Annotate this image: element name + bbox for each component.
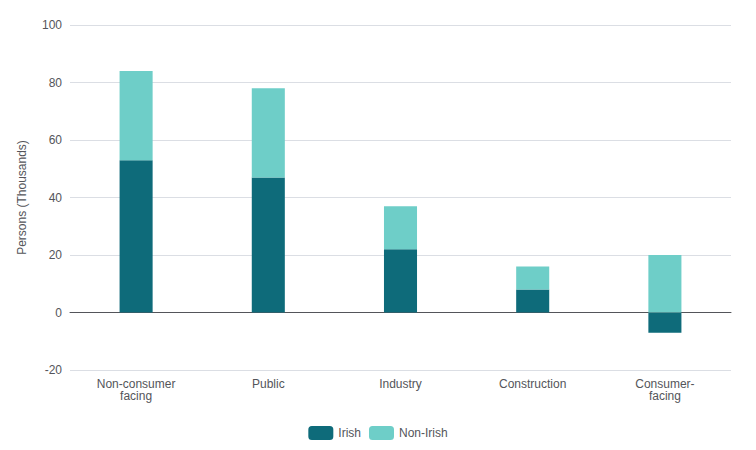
svg-text:Persons (Thousands): Persons (Thousands) — [15, 140, 29, 255]
svg-text:facing: facing — [120, 389, 152, 403]
svg-text:Industry: Industry — [379, 377, 422, 391]
svg-text:facing: facing — [649, 389, 681, 403]
svg-text:20: 20 — [49, 248, 63, 262]
svg-text:40: 40 — [49, 191, 63, 205]
svg-text:0: 0 — [55, 306, 62, 320]
svg-text:100: 100 — [42, 18, 62, 32]
svg-text:Irish: Irish — [338, 426, 361, 440]
svg-text:Consumer-: Consumer- — [635, 377, 695, 391]
svg-text:Non-Irish: Non-Irish — [399, 426, 448, 440]
svg-text:-20: -20 — [45, 363, 63, 377]
svg-text:Public: Public — [252, 377, 285, 391]
svg-text:Construction: Construction — [499, 377, 566, 391]
svg-text:80: 80 — [49, 76, 63, 90]
svg-text:60: 60 — [49, 133, 63, 147]
svg-text:Non-consumer: Non-consumer — [96, 377, 176, 391]
